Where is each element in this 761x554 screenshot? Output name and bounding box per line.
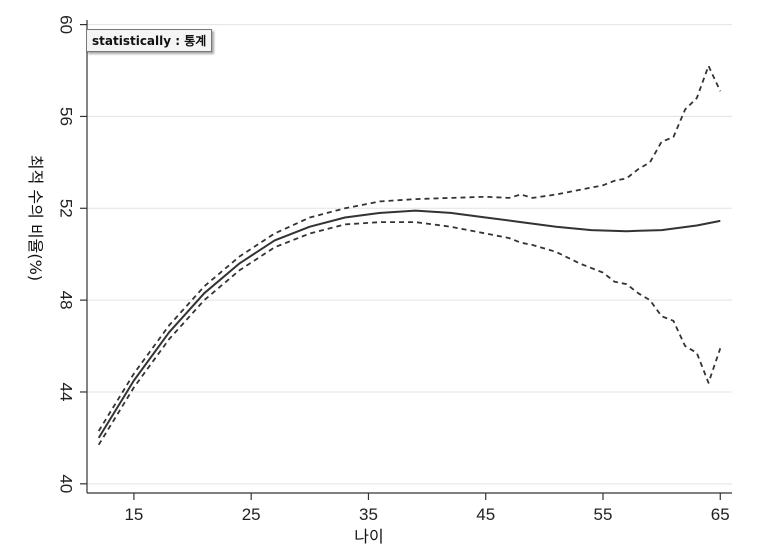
- x-tick-label: 65: [711, 505, 730, 524]
- x-tick-label: 25: [242, 505, 261, 524]
- y-tick-label: 52: [57, 199, 76, 218]
- series-line-lower-bound: [97, 221, 722, 446]
- x-tick-label: 15: [124, 505, 143, 524]
- y-tick-label: 48: [57, 291, 76, 310]
- x-tick-label: 35: [359, 505, 378, 524]
- axes: [86, 20, 732, 494]
- y-tick-label: 60: [57, 15, 76, 34]
- x-tick-label: 55: [594, 505, 613, 524]
- tooltip: statistically : 통계: [86, 29, 213, 52]
- x-axis-label: 나이: [354, 527, 383, 546]
- y-tick-label: 56: [57, 107, 76, 126]
- series-lines: [97, 65, 722, 446]
- y-tick-label: 40: [57, 474, 76, 493]
- tick-marks: 40 44 48 52 56 60 15 25 35 45 55 65: [57, 15, 730, 524]
- y-axis-label: 최적 수의 비율(%): [26, 155, 45, 281]
- x-tick-label: 45: [476, 505, 495, 524]
- gridlines: [87, 24, 732, 485]
- series-line-estimate: [97, 209, 721, 439]
- y-tick-label: 44: [57, 383, 76, 402]
- series-line-upper-bound: [97, 65, 722, 432]
